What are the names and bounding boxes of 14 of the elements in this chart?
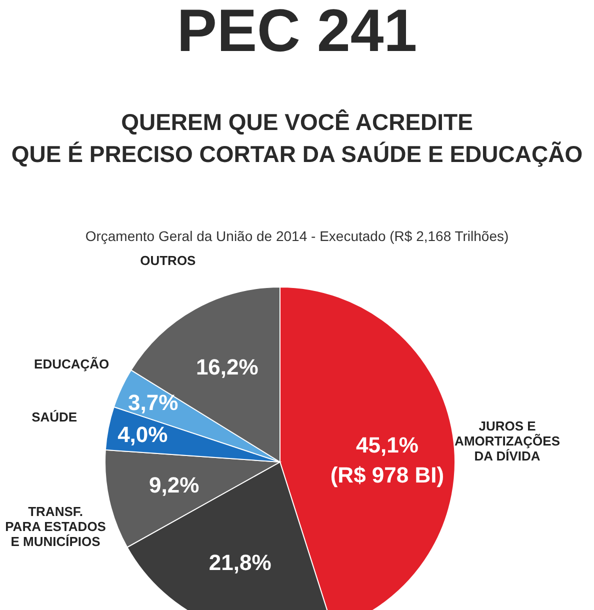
data-label: 3,7%: [128, 390, 178, 415]
data-label: 16,2%: [196, 354, 258, 380]
chart-title: PEC 241: [176, 0, 418, 64]
slice-label: TRANSF. PARA ESTADOS E MUNICÍPIOS: [5, 504, 106, 550]
slice-label: SAÚDE: [32, 409, 78, 424]
data-label: 45,1% (R$ 978 BI): [330, 432, 444, 488]
slice-label: EDUCAÇÃO: [34, 356, 110, 372]
slice-label: JUROS E AMORTIZAÇÕES DA DÍVIDA: [454, 418, 560, 464]
text: Orçamento Geral da União de 2014 - Executado (R$ 2,168 Trilhões): [85, 228, 509, 244]
chart-subtitle: QUEREM QUE VOCÊ ACREDITE QUE É PRECISO CORTAR DA SAÚDE E EDUCAÇÃO: [11, 109, 583, 167]
data-label: 4,0%: [118, 422, 168, 447]
slice-label: OUTROS: [140, 253, 196, 268]
data-label: 21,8%: [208, 550, 272, 575]
data-label: 9,2%: [149, 472, 200, 498]
